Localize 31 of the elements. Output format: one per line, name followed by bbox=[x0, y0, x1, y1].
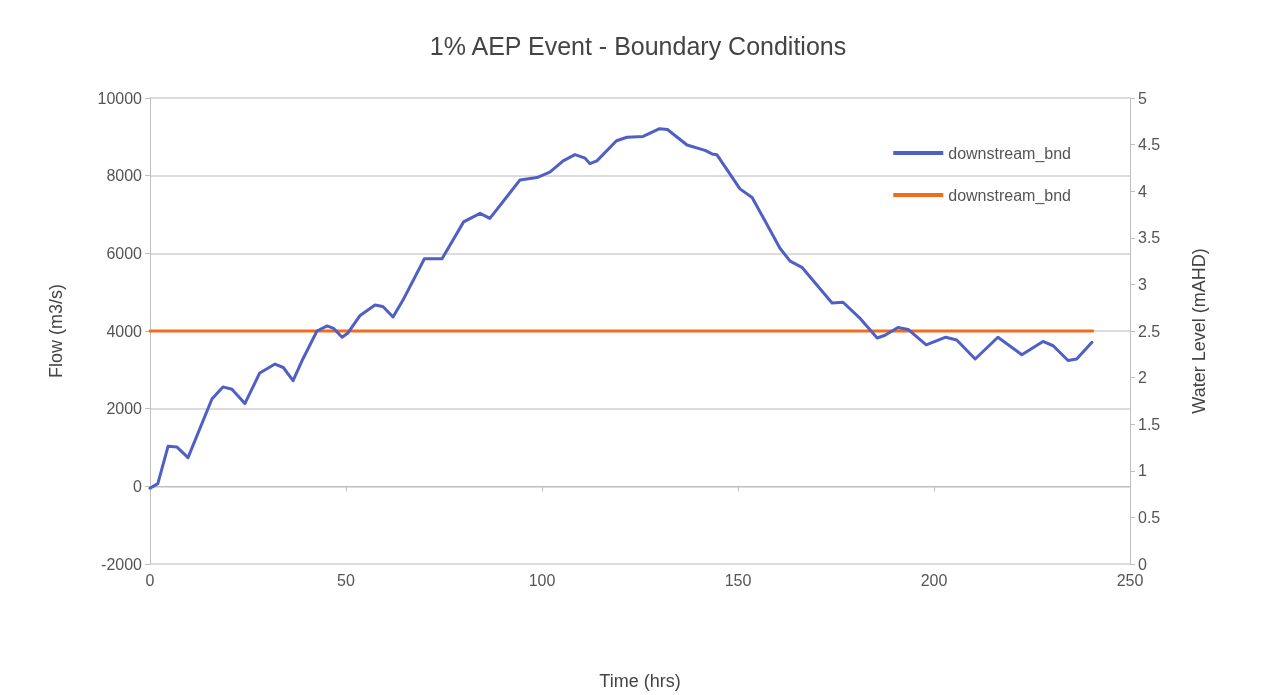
x-tick-label: 100 bbox=[528, 571, 556, 589]
y-axis-title: Flow (m3/s) bbox=[46, 284, 66, 378]
x-tick-label: 0 bbox=[145, 571, 155, 589]
legend-label: downstream_bnd bbox=[948, 186, 1072, 205]
y2-tick-label: 2.5 bbox=[1138, 322, 1161, 340]
x-tick-label: 200 bbox=[920, 571, 948, 589]
y-tick-label: 4000 bbox=[106, 322, 143, 340]
y2-tick-label: 5 bbox=[1138, 89, 1147, 107]
y2-tick-label: 3 bbox=[1138, 275, 1147, 293]
y2-tick-label: 0.5 bbox=[1138, 508, 1161, 526]
chart-title: 1% AEP Event - Boundary Conditions bbox=[429, 31, 847, 60]
y-tick-label: 0 bbox=[133, 477, 143, 495]
y-tick-label: 6000 bbox=[106, 244, 143, 262]
y2-axis-title: Water Level (mAHD) bbox=[1189, 248, 1209, 414]
y-tick-label: -2000 bbox=[101, 555, 143, 573]
y2-tick-label: 1 bbox=[1138, 462, 1147, 480]
x-tick-label: 150 bbox=[724, 571, 752, 589]
y2-tick-label: 2 bbox=[1138, 369, 1147, 387]
x-axis-title: Time (hrs) bbox=[599, 671, 681, 691]
x-tick-label: 50 bbox=[337, 571, 355, 589]
y2-tick-label: 0 bbox=[1138, 555, 1147, 573]
y-tick-label: 8000 bbox=[106, 167, 143, 185]
y2-tick-label: 4 bbox=[1138, 182, 1147, 200]
y-tick-label: 2000 bbox=[106, 400, 143, 418]
y2-tick-label: 1.5 bbox=[1138, 415, 1161, 433]
line-series bbox=[148, 127, 1094, 490]
legend-label: downstream_bnd bbox=[948, 144, 1072, 163]
y-tick-label: 10000 bbox=[97, 89, 143, 107]
y2-tick-label: 4.5 bbox=[1138, 136, 1161, 154]
y2-tick-label: 3.5 bbox=[1138, 229, 1161, 247]
x-tick-label: 250 bbox=[1116, 571, 1144, 589]
